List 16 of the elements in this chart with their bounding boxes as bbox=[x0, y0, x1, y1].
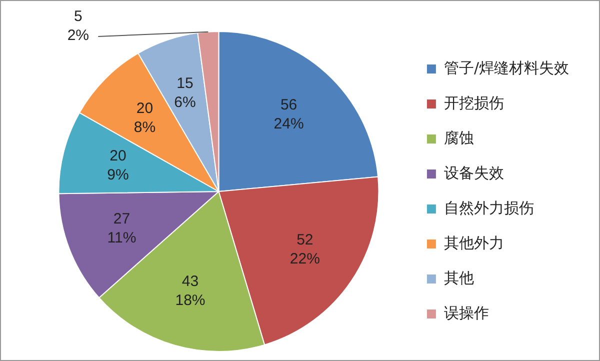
data-label: 52 22% bbox=[290, 231, 320, 268]
legend-label: 自然外力损伤 bbox=[444, 198, 534, 217]
legend-label: 开挖损伤 bbox=[444, 94, 504, 112]
legend-label: 管子/焊缝材料失效 bbox=[444, 58, 570, 77]
legend-label: 腐蚀 bbox=[444, 128, 474, 147]
data-label: 27 11% bbox=[107, 210, 136, 247]
data-label: 5 2% bbox=[67, 8, 90, 44]
legend-label: 其他 bbox=[444, 268, 474, 287]
legend-label: 设备失效 bbox=[444, 164, 504, 182]
legend-label: 其他外力 bbox=[444, 234, 504, 252]
data-label: 43 18% bbox=[175, 273, 206, 310]
data-label: 20 9% bbox=[107, 147, 129, 184]
data-label: 56 24% bbox=[274, 96, 304, 132]
data-label: 20 8% bbox=[134, 100, 156, 136]
data-label: 15 6% bbox=[174, 74, 196, 111]
legend-label: 误操作 bbox=[444, 304, 489, 322]
